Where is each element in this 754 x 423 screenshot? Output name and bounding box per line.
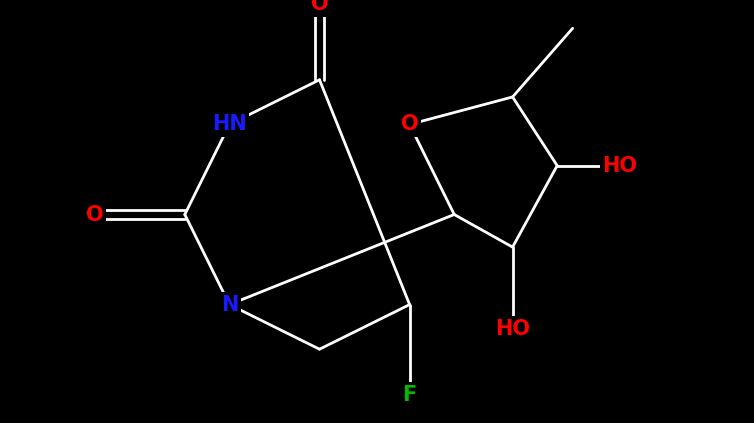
Text: O: O [86, 204, 103, 225]
Text: O: O [311, 0, 328, 14]
Text: HO: HO [602, 156, 637, 176]
Text: N: N [221, 294, 238, 315]
Text: HO: HO [495, 319, 530, 339]
Text: O: O [401, 114, 418, 135]
Text: F: F [403, 385, 417, 405]
Text: HN: HN [212, 114, 247, 135]
